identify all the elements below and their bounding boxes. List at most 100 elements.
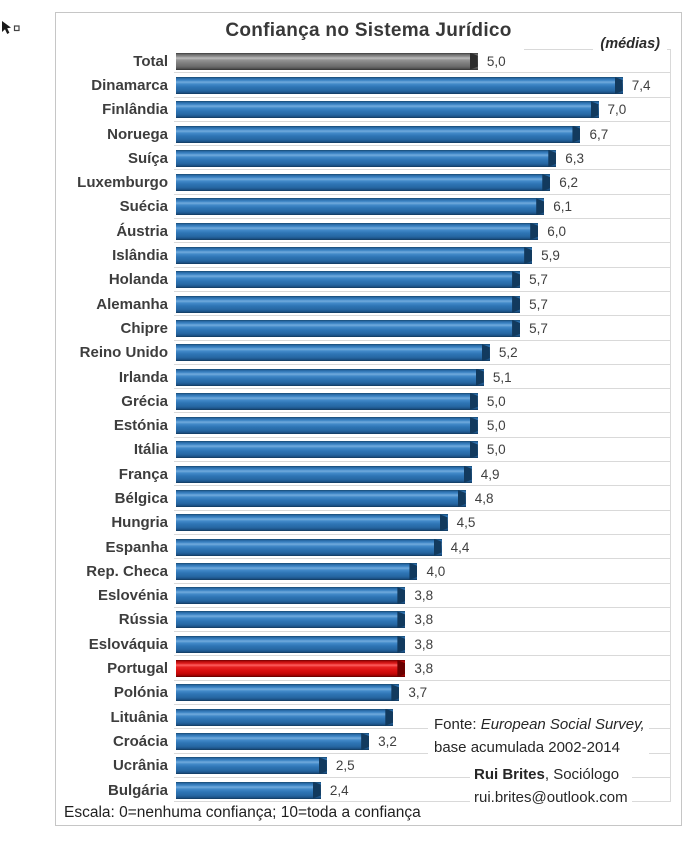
bar-area: 3,8 bbox=[176, 632, 671, 656]
bar bbox=[176, 441, 478, 459]
bar-area: 7,0 bbox=[176, 98, 671, 122]
bar bbox=[176, 271, 521, 289]
bar-row: Luxemburgo 6,2 bbox=[56, 170, 681, 196]
category-label: Áustria bbox=[116, 222, 168, 240]
category-label: Bélgica bbox=[114, 489, 168, 507]
bar-row: Chipre 5,7 bbox=[56, 316, 681, 341]
source-prefix: Fonte: bbox=[434, 716, 481, 733]
scale-note: Escala: 0=nenhuma confiança; 10=toda a c… bbox=[64, 804, 421, 822]
bar-row: Finlândia 7,0 bbox=[56, 98, 681, 123]
bar-row: Alemanha 5,7 bbox=[56, 292, 681, 317]
bar-area: 3,8 bbox=[176, 656, 671, 680]
author-role: , Sociólogo bbox=[544, 766, 620, 783]
bar-row: Islândia 5,9 bbox=[56, 243, 681, 268]
value-label: 5,0 bbox=[486, 418, 506, 434]
bar-area: 6,2 bbox=[176, 170, 671, 194]
value-label: 5,7 bbox=[529, 320, 548, 336]
bar-area: 3,8 bbox=[176, 608, 671, 632]
category-label: Itália bbox=[133, 441, 168, 459]
bar-area: 4,8 bbox=[176, 486, 671, 510]
bar-area: 3,7 bbox=[176, 681, 671, 705]
category-label: Dinamarca bbox=[91, 76, 168, 94]
bar-row: Rep. Checa 4,0 bbox=[56, 559, 681, 584]
bar-row: Hungria 4,5 bbox=[56, 511, 681, 536]
bar-area: 5,0 bbox=[176, 438, 671, 462]
bar-area: 4,9 bbox=[176, 462, 671, 486]
value-label: 4,0 bbox=[426, 563, 446, 579]
bar-area: 5,0 bbox=[176, 413, 671, 437]
bar bbox=[176, 101, 599, 119]
bar bbox=[176, 76, 623, 94]
bar-area: 4,5 bbox=[176, 511, 671, 535]
bar bbox=[176, 538, 442, 556]
value-label: 5,7 bbox=[529, 272, 548, 288]
bar-row: Noruega 6,7 bbox=[56, 122, 681, 147]
bar bbox=[176, 125, 581, 143]
category-label: Polónia bbox=[113, 684, 168, 702]
category-label: Grécia bbox=[121, 392, 168, 410]
bar bbox=[176, 611, 406, 629]
bar-row: Suíça 6,3 bbox=[56, 146, 681, 171]
category-label: Ucrânia bbox=[112, 757, 168, 775]
bar bbox=[176, 52, 478, 70]
value-label: 6,3 bbox=[565, 150, 585, 166]
value-label: 3,8 bbox=[414, 612, 434, 628]
category-label: Croácia bbox=[112, 732, 168, 750]
category-label: Islândia bbox=[112, 247, 168, 265]
plot-right-border bbox=[670, 49, 671, 802]
bar-row: Itália 5,0 bbox=[56, 438, 681, 463]
value-label: 5,9 bbox=[541, 248, 560, 264]
bar bbox=[176, 781, 321, 799]
bar-row: Croácia 3,2 bbox=[56, 729, 681, 754]
bar bbox=[176, 635, 406, 653]
bar-area: 5,7 bbox=[176, 268, 671, 292]
source-line-1: Fonte: European Social Survey, bbox=[434, 713, 645, 736]
category-label: Rússia bbox=[118, 611, 168, 629]
bar-row: Dinamarca 7,4 bbox=[56, 73, 681, 98]
bar-area: 6,7 bbox=[176, 122, 671, 146]
bar-area: 4,0 bbox=[176, 559, 671, 583]
category-label: Estónia bbox=[113, 417, 168, 435]
bar-row: Rússia 3,8 bbox=[56, 608, 681, 633]
bar bbox=[176, 660, 406, 678]
source-survey-name: European Social Survey, bbox=[480, 716, 645, 733]
author-annotation: Rui Brites, Sociólogo rui.brites@outlook… bbox=[470, 762, 632, 811]
value-label: 5,1 bbox=[492, 369, 512, 385]
bar-area: 6,1 bbox=[176, 195, 671, 219]
category-label: Suíça bbox=[127, 149, 168, 167]
bar bbox=[176, 562, 418, 580]
bar-area: 2,5 bbox=[176, 754, 671, 778]
bar-row: Bélgica 4,8 bbox=[56, 486, 681, 511]
bar bbox=[176, 392, 478, 410]
bar-area: 5,0 bbox=[176, 49, 671, 73]
bar bbox=[176, 757, 327, 775]
value-label: 3,8 bbox=[414, 588, 434, 604]
bar-row: Ucrânia 2,5 bbox=[56, 754, 681, 779]
chart-frame: Confiança no Sistema Jurídico (médias) T… bbox=[55, 12, 682, 826]
bar-area: 6,3 bbox=[176, 146, 671, 170]
category-label: Eslováquia bbox=[88, 635, 168, 653]
source-line-2: base acumulada 2002-2014 bbox=[434, 739, 620, 757]
category-label: França bbox=[118, 465, 168, 483]
cursor-anchor-icon bbox=[0, 20, 22, 38]
bar-row: Eslováquia 3,8 bbox=[56, 632, 681, 657]
value-label: 4,8 bbox=[474, 490, 494, 506]
value-label: 7,4 bbox=[631, 77, 651, 93]
category-label: Holanda bbox=[108, 271, 168, 289]
category-label: Luxemburgo bbox=[77, 174, 168, 192]
value-label: 5,0 bbox=[486, 393, 506, 409]
value-label: 3,8 bbox=[414, 636, 434, 652]
bar bbox=[176, 417, 478, 435]
value-label: 5,7 bbox=[529, 296, 548, 312]
bar-area: 6,0 bbox=[176, 219, 671, 243]
bar bbox=[176, 198, 545, 216]
bar-row: Estónia 5,0 bbox=[56, 413, 681, 439]
author-name: Rui Brites bbox=[474, 766, 545, 783]
bar-row: Irlanda 5,1 bbox=[56, 365, 681, 390]
bar-area: 4,4 bbox=[176, 535, 671, 559]
chart-subtitle: (médias) bbox=[593, 36, 667, 52]
value-label: 4,5 bbox=[456, 515, 476, 531]
category-label: Hungria bbox=[111, 514, 168, 532]
bar bbox=[176, 319, 521, 337]
bar-area: 3,2 bbox=[176, 729, 671, 753]
